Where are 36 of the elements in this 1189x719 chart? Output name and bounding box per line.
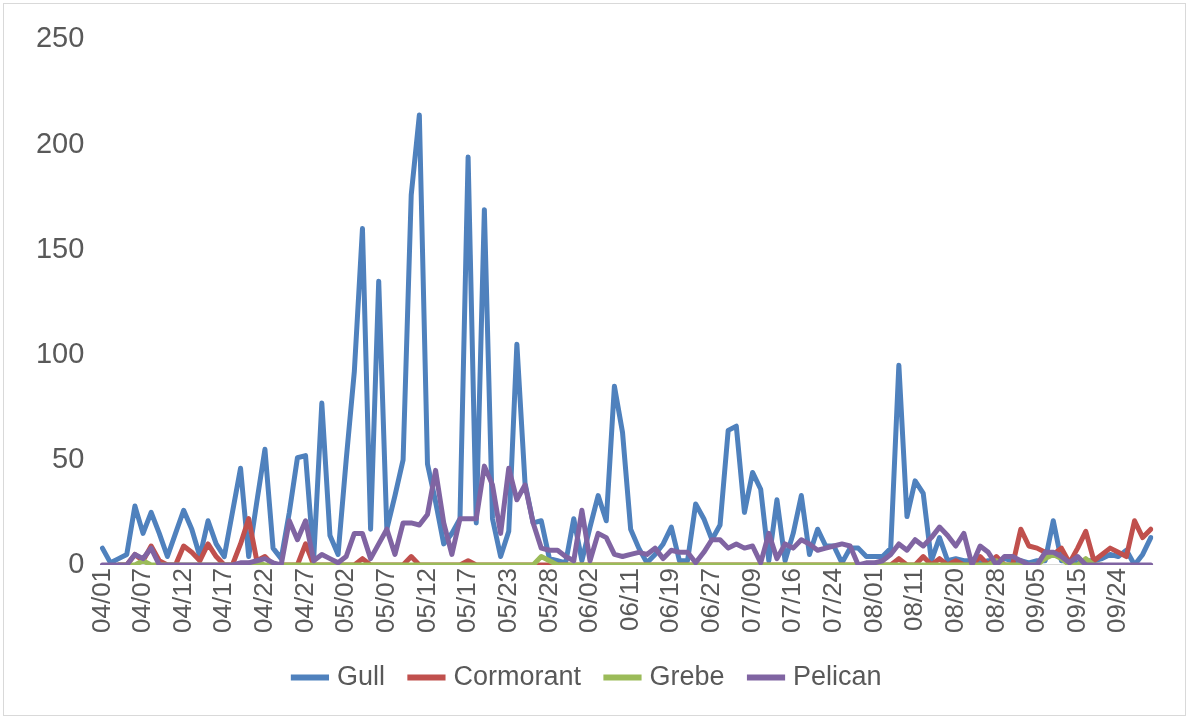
legend-label: Gull xyxy=(336,660,385,691)
x-tick-label: 06/27 xyxy=(695,567,726,634)
legend-label: Pelican xyxy=(793,660,882,691)
x-tick-label: 04/07 xyxy=(126,567,157,634)
x-tick-label: 09/15 xyxy=(1060,567,1091,634)
legend-label: Cormorant xyxy=(453,660,582,691)
x-tick-label: 05/23 xyxy=(491,567,522,634)
legend-label: Grebe xyxy=(649,660,725,691)
x-tick-label: 07/09 xyxy=(735,567,766,634)
x-tick-label: 08/20 xyxy=(938,567,969,634)
y-tick-label: 200 xyxy=(35,126,85,159)
x-tick-label: 04/01 xyxy=(85,567,116,634)
x-tick-label: 08/28 xyxy=(979,567,1010,634)
x-tick-label: 09/24 xyxy=(1101,567,1132,634)
x-tick-label: 09/05 xyxy=(1020,567,1051,634)
y-tick-label: 150 xyxy=(35,231,85,264)
x-tick-label: 05/12 xyxy=(410,567,441,634)
x-tick-label: 06/11 xyxy=(613,567,644,632)
x-tick-label: 05/17 xyxy=(451,567,482,634)
x-tick-label: 04/22 xyxy=(248,567,279,634)
x-tick-label: 08/11 xyxy=(898,567,929,632)
y-tick-label: 250 xyxy=(35,21,85,54)
x-tick-label: 08/01 xyxy=(857,567,888,634)
y-tick-label: 0 xyxy=(68,546,85,579)
x-tick-label: 05/02 xyxy=(329,567,360,634)
y-tick-label: 100 xyxy=(35,336,85,369)
x-tick-label: 05/07 xyxy=(370,567,401,634)
x-tick-label: 07/24 xyxy=(817,567,848,634)
x-tick-label: 06/19 xyxy=(654,567,685,634)
x-tick-label: 06/02 xyxy=(573,567,604,634)
x-tick-label: 04/27 xyxy=(288,567,319,634)
x-tick-label: 05/28 xyxy=(532,567,563,634)
x-tick-label: 04/17 xyxy=(207,567,238,634)
x-tick-label: 04/12 xyxy=(166,567,197,634)
x-tick-label: 07/16 xyxy=(776,567,807,634)
y-tick-label: 50 xyxy=(52,441,85,474)
